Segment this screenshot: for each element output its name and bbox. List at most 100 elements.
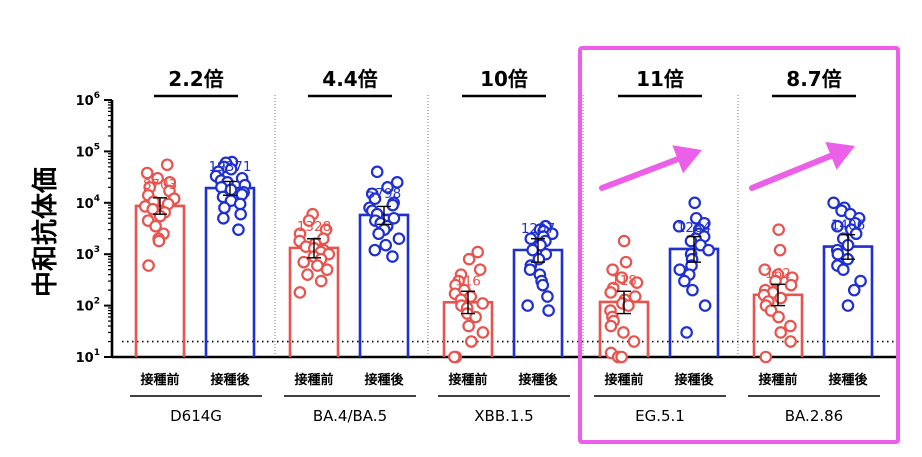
condition-label: 接種後: [518, 372, 558, 388]
data-point-before: [758, 263, 772, 276]
condition-label: 接種前: [448, 372, 487, 388]
data-point-before: [772, 223, 785, 236]
data-point-before: [759, 350, 773, 364]
value-label-before: 8703: [143, 177, 177, 193]
variant-label: BA.4/BA.5: [313, 407, 387, 425]
data-point-after: [541, 290, 554, 303]
value-label-before: 162: [765, 266, 791, 282]
data-point-before: [622, 299, 635, 312]
data-point-before: [465, 335, 478, 348]
data-point-before: [151, 171, 164, 185]
data-point-after: [831, 247, 845, 261]
data-point-before: [627, 335, 641, 348]
data-point-before: [615, 271, 629, 284]
data-point-after: [686, 283, 699, 297]
data-point-before: [617, 326, 630, 339]
value-label-before: 116: [455, 273, 481, 289]
data-point-after: [390, 176, 404, 189]
data-point-before: [293, 286, 307, 299]
y-tick-label: 104: [76, 194, 100, 212]
data-point-before: [784, 335, 797, 348]
data-point-before: [784, 278, 798, 292]
data-point-before: [448, 350, 461, 364]
data-point-after: [672, 219, 686, 233]
fold-change-label: 4.4倍: [322, 67, 377, 91]
condition-label: 接種後: [674, 372, 714, 388]
data-point-after: [827, 196, 840, 210]
data-point-before: [142, 259, 155, 272]
data-point-before: [784, 319, 797, 333]
data-point-after: [387, 211, 401, 225]
data-point-before: [140, 166, 154, 180]
data-point-after: [702, 243, 715, 257]
data-point-after: [370, 165, 384, 179]
data-point-before: [774, 291, 788, 305]
data-point-after: [521, 299, 534, 312]
data-point-before: [297, 255, 310, 269]
value-label-before: 118: [611, 273, 637, 289]
increase-arrow-head: [672, 145, 702, 174]
condition-label: 接種前: [758, 372, 797, 388]
data-point-after: [673, 263, 687, 276]
data-point-after: [523, 263, 537, 276]
highlight-box: [578, 46, 900, 444]
data-point-before: [146, 202, 160, 216]
data-point-before: [473, 263, 487, 276]
y-tick-label: 101: [76, 348, 100, 366]
data-point-before: [604, 286, 618, 299]
value-label-after: 1207: [521, 221, 555, 237]
condition-label: 接種前: [294, 372, 333, 388]
data-point-after: [678, 274, 691, 288]
fold-change-label: 8.7倍: [786, 67, 841, 91]
data-point-before: [772, 310, 785, 324]
data-point-after: [849, 227, 863, 241]
data-point-after: [680, 326, 693, 339]
data-point-before: [152, 234, 166, 248]
data-point-after: [232, 223, 245, 236]
data-point-after: [386, 250, 399, 263]
data-point-after: [368, 192, 382, 206]
data-point-after: [698, 299, 712, 312]
data-point-before: [462, 252, 476, 266]
data-point-after: [831, 219, 844, 233]
condition-label: 接種前: [604, 372, 643, 388]
data-point-after: [836, 263, 850, 276]
data-point-after: [217, 211, 230, 225]
fold-change-label: 2.2倍: [168, 67, 223, 91]
data-point-before: [604, 319, 618, 333]
y-tick-label: 103: [76, 245, 100, 263]
fold-change-label: 10倍: [480, 67, 528, 91]
y-tick-label: 105: [76, 142, 100, 160]
data-point-before: [469, 310, 482, 324]
data-point-after: [841, 299, 855, 312]
data-point-before: [630, 276, 644, 289]
data-point-after: [386, 198, 400, 212]
variant-label: BA.2.86: [785, 407, 843, 425]
data-point-after: [233, 197, 247, 211]
value-label-after: 1264: [677, 220, 711, 236]
data-point-after: [379, 238, 393, 252]
data-point-after: [234, 207, 247, 221]
fold-change-label: 11倍: [636, 67, 684, 91]
data-point-after: [536, 278, 550, 292]
data-point-before: [320, 263, 334, 276]
data-point-before: [476, 326, 490, 339]
y-axis-label: 中和抗体価: [30, 167, 61, 297]
value-label-after: 5798: [367, 186, 401, 202]
data-point-before: [774, 326, 788, 339]
data-point-after: [392, 232, 406, 246]
data-point-before: [617, 234, 631, 248]
data-point-before: [302, 214, 316, 227]
increase-arrow: [599, 156, 681, 191]
increase-arrow: [749, 152, 834, 191]
condition-label: 接種前: [140, 372, 179, 388]
condition-label: 接種後: [210, 372, 250, 388]
data-point-before: [476, 297, 489, 310]
data-point-before: [606, 263, 619, 276]
data-point-after: [218, 201, 231, 215]
data-point-before: [160, 158, 174, 172]
data-point-after: [854, 274, 867, 288]
data-point-after: [542, 304, 555, 317]
data-point-after: [381, 181, 394, 194]
data-point-after: [688, 196, 702, 210]
